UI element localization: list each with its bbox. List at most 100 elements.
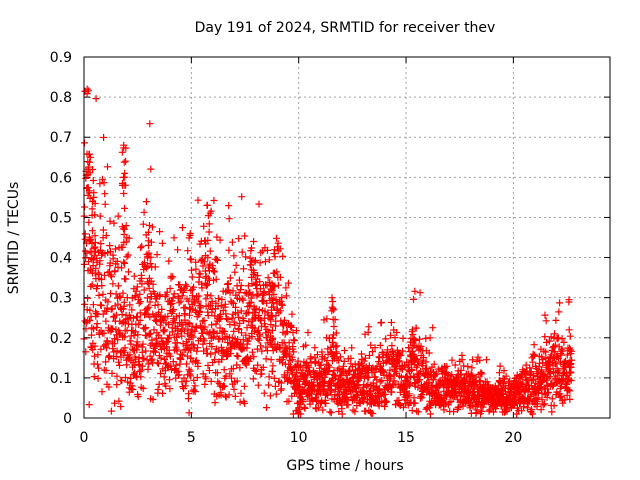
data-point: [102, 232, 110, 239]
data-point: [314, 404, 322, 412]
data-point: [392, 362, 400, 370]
data-point: [186, 255, 194, 263]
data-point: [485, 407, 493, 415]
data-point: [500, 380, 508, 388]
data-point: [230, 327, 238, 335]
data-point: [217, 302, 225, 310]
data-point: [106, 242, 114, 250]
data-point: [412, 324, 420, 332]
data-point: [138, 348, 146, 356]
data-point: [557, 392, 565, 400]
data-point: [254, 272, 262, 280]
data-point: [208, 343, 216, 351]
data-point: [115, 358, 123, 366]
y-tick-label: 0.7: [50, 130, 72, 146]
data-point: [228, 374, 235, 382]
data-point: [237, 286, 244, 294]
data-point: [256, 285, 264, 293]
data-point: [402, 383, 410, 391]
data-point: [106, 259, 114, 267]
data-point: [231, 321, 239, 329]
data-point: [156, 321, 164, 329]
data-point: [529, 410, 536, 418]
data-point: [109, 255, 117, 263]
data-point: [120, 238, 128, 246]
data-point: [495, 369, 503, 377]
data-point: [205, 220, 213, 228]
data-point: [121, 173, 129, 181]
data-point: [236, 364, 244, 372]
data-point: [126, 337, 134, 345]
data-point: [502, 372, 510, 380]
data-point: [81, 230, 89, 238]
data-point: [205, 367, 213, 374]
data-point: [552, 341, 559, 349]
data-point: [469, 356, 476, 364]
data-point: [120, 190, 128, 197]
data-point: [448, 371, 456, 379]
data-point: [212, 320, 220, 328]
data-point: [434, 365, 442, 373]
data-point: [329, 315, 337, 323]
data-point: [458, 356, 466, 364]
data-point: [417, 392, 425, 400]
data-point: [144, 237, 152, 245]
data-point: [177, 297, 185, 305]
data-point: [136, 290, 144, 298]
data-points: [80, 85, 576, 418]
data-point: [329, 305, 337, 313]
data-point: [185, 297, 193, 305]
data-point: [177, 355, 185, 363]
data-point: [257, 342, 265, 350]
data-point: [273, 234, 280, 242]
data-point: [467, 370, 475, 378]
data-point: [157, 334, 165, 342]
data-point: [95, 364, 103, 372]
data-point: [247, 322, 255, 330]
data-point: [120, 258, 128, 266]
data-point: [147, 165, 155, 173]
data-point: [207, 292, 215, 300]
data-point: [567, 347, 575, 355]
data-point: [405, 390, 413, 398]
data-point: [423, 365, 430, 372]
data-point: [418, 394, 426, 402]
data-point: [166, 376, 173, 384]
data-point: [170, 306, 178, 314]
data-point: [197, 302, 205, 310]
data-point: [304, 329, 312, 336]
data-point: [173, 339, 181, 347]
data-point: [250, 238, 258, 245]
data-point: [397, 352, 405, 359]
data-point: [426, 410, 434, 418]
data-point: [276, 245, 284, 253]
data-point: [133, 346, 141, 354]
data-point: [542, 348, 550, 356]
data-point: [341, 347, 348, 354]
data-point: [185, 366, 193, 374]
data-point: [344, 401, 352, 409]
data-point: [126, 351, 134, 359]
data-point: [225, 246, 233, 254]
data-point: [425, 349, 433, 357]
data-point: [241, 399, 249, 407]
data-point: [121, 204, 129, 212]
data-point: [85, 218, 93, 226]
data-point: [566, 332, 574, 340]
data-point: [500, 367, 508, 375]
data-point: [134, 393, 142, 401]
data-point: [242, 361, 250, 369]
data-point: [95, 291, 103, 299]
data-point: [205, 276, 213, 284]
data-point: [242, 253, 250, 261]
data-point: [211, 399, 219, 407]
data-point: [208, 321, 216, 329]
data-point: [187, 305, 195, 313]
data-point: [542, 317, 550, 325]
data-point: [139, 220, 147, 228]
data-point: [207, 377, 215, 385]
data-point: [369, 410, 377, 417]
data-point: [195, 292, 203, 300]
data-point: [136, 309, 144, 317]
data-point: [132, 372, 140, 380]
